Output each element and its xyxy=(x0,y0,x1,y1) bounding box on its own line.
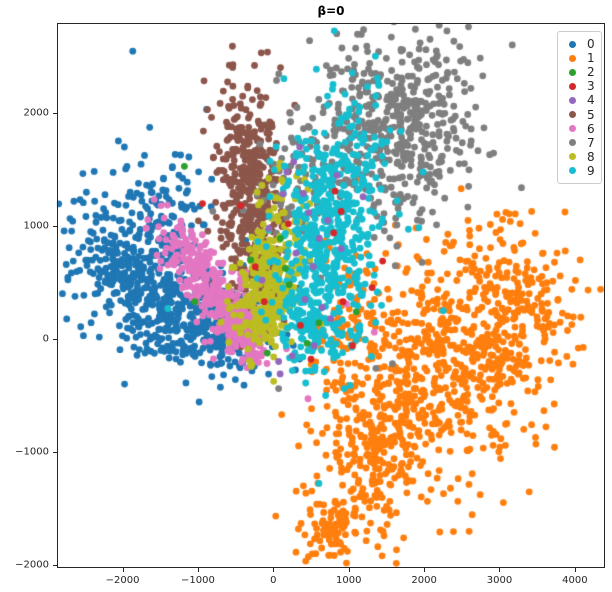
x-tick-mark xyxy=(348,568,350,572)
x-tick-label: 2000 xyxy=(411,575,437,586)
y-tick-label: −2000 xyxy=(15,559,49,571)
x-tick-mark xyxy=(197,568,199,572)
legend-dot-icon xyxy=(569,167,576,175)
legend-label: 3 xyxy=(587,79,595,94)
y-tick-mark xyxy=(53,338,57,340)
x-tick-mark xyxy=(424,568,426,572)
y-tick-mark xyxy=(53,113,57,115)
plot-title: β=0 xyxy=(317,4,345,18)
x-tick-label: 4000 xyxy=(562,575,588,586)
x-tick-label: 3000 xyxy=(486,575,513,586)
legend-dot-icon xyxy=(569,40,576,48)
legend-label: 1 xyxy=(587,51,595,66)
legend-entry: 6 xyxy=(569,121,595,136)
x-tick-mark xyxy=(499,568,501,572)
legend-entry: 1 xyxy=(569,51,595,66)
legend-entry: 4 xyxy=(569,93,595,108)
legend-label: 0 xyxy=(587,37,595,51)
legend-dot-icon xyxy=(569,139,576,147)
legend-entry: 9 xyxy=(569,163,595,178)
x-tick-mark xyxy=(122,568,124,572)
axes-frame xyxy=(57,23,605,568)
legend-dot-icon xyxy=(569,68,576,76)
legend-label: 7 xyxy=(587,135,595,150)
legend-entry: 2 xyxy=(569,65,595,80)
y-tick-mark xyxy=(53,226,57,228)
y-tick-label: 0 xyxy=(42,333,49,345)
y-tick-label: 2000 xyxy=(23,107,49,119)
x-tick-label: 0 xyxy=(270,575,277,586)
legend-entry: 7 xyxy=(569,135,595,150)
legend-dot-icon xyxy=(569,153,576,161)
y-tick-mark xyxy=(53,451,57,453)
legend-dot-icon xyxy=(569,111,576,119)
x-tick-mark xyxy=(574,568,576,572)
legend-label: 9 xyxy=(587,163,595,178)
legend-dot-icon xyxy=(569,54,576,62)
legend-label: 2 xyxy=(587,65,595,80)
y-tick-mark xyxy=(53,564,57,566)
x-tick-label: −1000 xyxy=(181,575,215,586)
x-tick-label: −2000 xyxy=(105,575,140,586)
x-tick-label: 1000 xyxy=(335,575,362,586)
y-tick-label: 1000 xyxy=(23,220,49,232)
legend-entry: 3 xyxy=(569,79,595,94)
legend-entry: 5 xyxy=(569,107,595,122)
legend-dot-icon xyxy=(569,96,576,104)
legend-dot-icon xyxy=(569,125,576,133)
legend-label: 8 xyxy=(587,149,595,164)
legend-entry: 8 xyxy=(569,149,595,164)
legend-label: 4 xyxy=(587,93,595,108)
y-tick-label: −1000 xyxy=(15,446,49,458)
legend-entry: 0 xyxy=(569,37,595,51)
legend-label: 6 xyxy=(587,121,595,136)
legend-dot-icon xyxy=(569,82,576,90)
legend-label: 5 xyxy=(587,107,595,122)
x-tick-mark xyxy=(273,568,275,572)
